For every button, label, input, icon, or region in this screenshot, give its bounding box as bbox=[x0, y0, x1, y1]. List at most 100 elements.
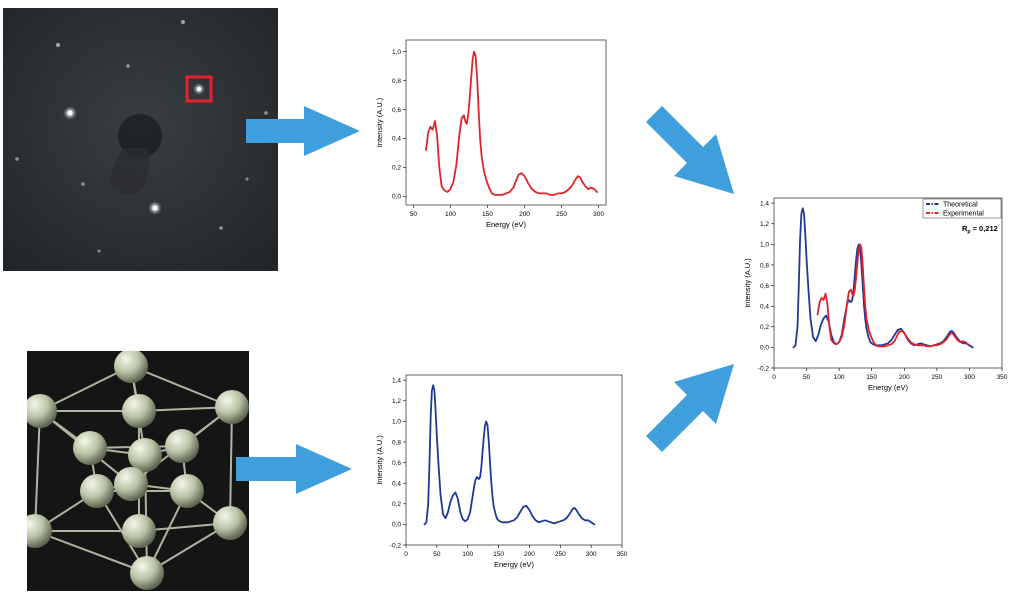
y-tick-label: 0,4 bbox=[392, 136, 401, 143]
diffraction-spot-faint bbox=[56, 43, 60, 47]
plot-frame bbox=[405, 39, 607, 206]
y-tick-label: -0,2 bbox=[390, 542, 402, 549]
up-right-arrow-icon bbox=[646, 364, 734, 452]
experimental-iv-curve-chart: 50 100 150 200 250 300 0,0 0,2 0,4 0,6 0,8 1,0 Energ… bbox=[368, 35, 613, 235]
diffraction-spot-faint bbox=[264, 111, 268, 115]
selected-spot-highlight-box bbox=[185, 75, 213, 103]
y-tick-label: 1,2 bbox=[760, 221, 769, 228]
x-tick-label: 150 bbox=[866, 374, 877, 381]
atom bbox=[213, 506, 247, 540]
diffraction-spot-core bbox=[152, 205, 158, 211]
x-tick-label: 300 bbox=[593, 211, 604, 218]
y-tick-label: 1,4 bbox=[760, 200, 769, 207]
atom bbox=[122, 394, 156, 428]
diffraction-spot-faint bbox=[181, 20, 185, 24]
x-axis-label: Energy (eV) bbox=[486, 220, 527, 229]
diffraction-spot-faint bbox=[81, 182, 85, 186]
experimental-chart-svg: 50 100 150 200 250 300 0,0 0,2 0,4 0,6 0,8 1,0 Energ… bbox=[375, 39, 607, 229]
x-tick-label: 150 bbox=[493, 551, 504, 558]
series-line-experimental bbox=[816, 243, 970, 348]
atom bbox=[165, 429, 199, 463]
plot-frame bbox=[405, 374, 623, 546]
y-axis-label: Intensity (A.U.) bbox=[743, 258, 752, 308]
y-tick-label: 0,8 bbox=[392, 439, 401, 446]
x-tick-label: 50 bbox=[433, 551, 441, 558]
x-axis-label: Energy (eV) bbox=[868, 383, 909, 392]
y-tick-label: 0,2 bbox=[392, 165, 401, 172]
diffraction-spot-core bbox=[67, 110, 73, 116]
y-tick-label: 0,8 bbox=[760, 262, 769, 269]
x-tick-label: 300 bbox=[964, 374, 975, 381]
right-arrow-icon bbox=[236, 444, 352, 494]
y-tick-label: -0,2 bbox=[758, 365, 770, 372]
down-right-arrow-icon bbox=[646, 106, 734, 194]
plot-frame bbox=[773, 197, 1003, 369]
x-tick-label: 100 bbox=[445, 211, 456, 218]
x-tick-label: 0 bbox=[404, 551, 408, 558]
y-tick-label: 0,6 bbox=[760, 283, 769, 290]
x-tick-label: 50 bbox=[803, 374, 811, 381]
y-tick-label: 0,0 bbox=[392, 194, 401, 201]
atom bbox=[23, 394, 57, 428]
x-tick-label: 350 bbox=[617, 551, 628, 558]
series-line-theoretical bbox=[423, 384, 596, 526]
y-tick-label: 1,0 bbox=[392, 419, 401, 426]
atom bbox=[18, 514, 52, 548]
x-axis-label: Energy (eV) bbox=[494, 560, 535, 569]
leed-diffraction-image bbox=[3, 8, 278, 271]
comparison-chart-svg: 0 50 100 150 200 250 300 350 -0,2 0,0 0,2 0,4 0,6 0,8… bbox=[743, 197, 1008, 392]
gun-holder-shadow bbox=[110, 148, 150, 194]
right-arrow-icon bbox=[246, 106, 360, 156]
crystal-model-svg bbox=[18, 349, 249, 591]
x-tick-label: 350 bbox=[997, 374, 1008, 381]
atoms bbox=[18, 349, 249, 590]
diffraction-spot-faint bbox=[126, 64, 130, 68]
y-tick-label: 1,0 bbox=[760, 242, 769, 249]
x-tick-label: 100 bbox=[462, 551, 473, 558]
y-tick-label: 0,6 bbox=[392, 107, 401, 114]
y-tick-label: 0,4 bbox=[392, 480, 401, 487]
x-tick-label: 0 bbox=[772, 374, 776, 381]
y-tick-label: 1,4 bbox=[392, 377, 401, 384]
x-tick-label: 200 bbox=[524, 551, 535, 558]
y-tick-label: 0,2 bbox=[392, 501, 401, 508]
diffraction-spot-core bbox=[197, 87, 201, 91]
y-tick-label: 0,6 bbox=[392, 460, 401, 467]
y-axis-label: Intensity (A.U.) bbox=[375, 97, 384, 147]
atom bbox=[128, 438, 162, 472]
atom bbox=[130, 556, 164, 590]
atom bbox=[215, 390, 249, 424]
diffraction-spot-faint bbox=[219, 226, 223, 230]
comparison-iv-curve-chart: 0 50 100 150 200 250 300 350 -0,2 0,0 0,2 0,4 0,6 0,8… bbox=[742, 192, 1008, 398]
x-tick-label: 250 bbox=[555, 551, 566, 558]
x-tick-label: 200 bbox=[519, 211, 530, 218]
series-line-theoretical bbox=[792, 207, 974, 349]
y-tick-label: 0,8 bbox=[392, 78, 401, 85]
y-tick-label: 1,0 bbox=[392, 49, 401, 56]
atom bbox=[114, 349, 148, 383]
x-tick-label: 100 bbox=[834, 374, 845, 381]
electron-gun-shadow bbox=[118, 114, 162, 158]
legend-label: Experimental bbox=[943, 211, 984, 218]
y-tick-label: 0,0 bbox=[760, 345, 769, 352]
x-tick-label: 250 bbox=[931, 374, 942, 381]
y-tick-label: 1,2 bbox=[392, 398, 401, 405]
atom bbox=[73, 431, 107, 465]
theoretical-iv-curve-chart: 0 50 100 150 200 250 300 350 -0,2 0,0 0,2 0,4 0,6 0,8… bbox=[368, 370, 630, 570]
legend-box bbox=[922, 198, 1002, 219]
y-tick-label: 0,0 bbox=[392, 522, 401, 529]
atom bbox=[170, 474, 204, 508]
atom bbox=[114, 467, 148, 501]
x-tick-label: 200 bbox=[899, 374, 910, 381]
diffraction-spot-faint bbox=[15, 157, 19, 161]
y-tick-label: 0,4 bbox=[760, 303, 769, 310]
x-tick-label: 50 bbox=[410, 211, 418, 218]
leed-pattern-svg bbox=[3, 8, 278, 271]
x-tick-label: 300 bbox=[586, 551, 597, 558]
theoretical-chart-svg: 0 50 100 150 200 250 300 350 -0,2 0,0 0,2 0,4 0,6 0,8… bbox=[375, 374, 628, 569]
diffraction-spot-faint bbox=[245, 177, 249, 181]
fcc-cluster-model bbox=[18, 349, 249, 591]
legend-label: Theoretical bbox=[943, 202, 978, 209]
series-line-experimental bbox=[425, 50, 599, 196]
diffraction-spot-faint bbox=[97, 249, 101, 253]
